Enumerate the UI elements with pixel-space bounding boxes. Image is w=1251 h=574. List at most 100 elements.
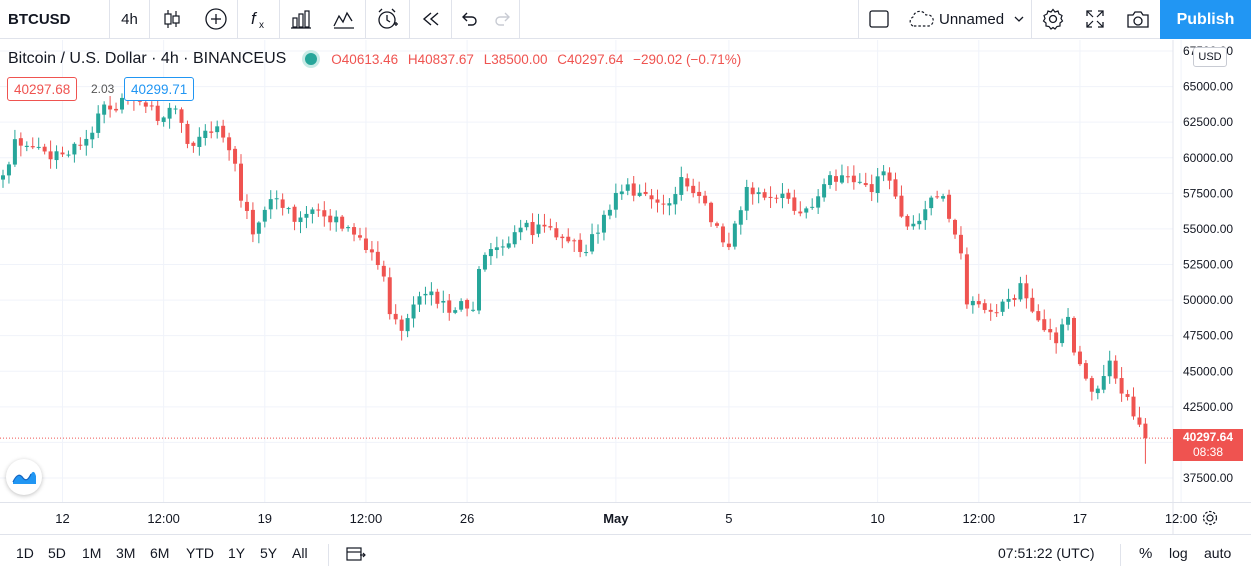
candle-body bbox=[720, 226, 725, 243]
candle-body bbox=[726, 243, 731, 248]
candle-body bbox=[417, 296, 422, 305]
range-3m[interactable]: 3M bbox=[116, 545, 136, 561]
candle-body bbox=[1077, 351, 1082, 365]
candle-body bbox=[857, 181, 862, 183]
time-tick-label: 12:00 bbox=[963, 511, 996, 526]
candle-body bbox=[239, 163, 243, 201]
candle-body bbox=[911, 223, 916, 227]
templates-button[interactable] bbox=[322, 0, 366, 38]
undo-button[interactable] bbox=[452, 0, 486, 38]
auto-toggle[interactable]: auto bbox=[1204, 545, 1232, 561]
candle-body bbox=[280, 199, 285, 208]
candle-body bbox=[66, 154, 71, 156]
settings-button[interactable] bbox=[1032, 0, 1074, 38]
range-5y[interactable]: 5Y bbox=[260, 545, 278, 561]
candle-body bbox=[798, 211, 803, 214]
candle-body bbox=[982, 303, 987, 310]
candle-body bbox=[488, 249, 493, 257]
range-5d[interactable]: 5D bbox=[48, 545, 66, 561]
candle-body bbox=[673, 194, 678, 205]
fullscreen-button[interactable] bbox=[1074, 0, 1116, 38]
candle-body bbox=[804, 208, 809, 213]
market-status-dot[interactable] bbox=[305, 53, 318, 65]
candle-body bbox=[482, 254, 487, 270]
ohlc-close: C40297.64 bbox=[557, 51, 624, 67]
candle-body bbox=[768, 196, 773, 198]
candle-body bbox=[256, 222, 261, 234]
candle-body bbox=[60, 152, 65, 155]
symbol-search-button[interactable]: BTCUSD bbox=[0, 0, 110, 38]
candle-body bbox=[381, 265, 386, 277]
layout-name-label: Unnamed bbox=[939, 10, 1005, 28]
candle-body bbox=[435, 291, 440, 304]
candle-body bbox=[679, 177, 684, 195]
candle-body bbox=[155, 105, 160, 121]
symbol-title[interactable]: Bitcoin / U.S. Dollar · 4h · BINANCEUS bbox=[8, 50, 287, 67]
candle-body bbox=[304, 213, 309, 218]
candle-body bbox=[96, 113, 101, 133]
candle-body bbox=[24, 145, 29, 147]
candle-body bbox=[935, 196, 940, 198]
tradingview-logo[interactable] bbox=[6, 459, 42, 495]
range-1y[interactable]: 1Y bbox=[228, 545, 246, 561]
interval-button[interactable]: 4h bbox=[110, 0, 150, 38]
log-toggle[interactable]: log bbox=[1169, 545, 1188, 561]
candle-body bbox=[363, 238, 368, 251]
candle-body bbox=[250, 209, 255, 235]
price-tick-label: 47500.00 bbox=[1183, 329, 1233, 343]
range-1d[interactable]: 1D bbox=[16, 545, 34, 561]
layout-name-dropdown[interactable]: Unnamed bbox=[898, 0, 1032, 38]
last-price-tag: 40297.64 08:38 bbox=[1173, 429, 1243, 462]
percent-toggle[interactable]: % bbox=[1139, 545, 1153, 562]
candle-body bbox=[197, 136, 202, 147]
candle-body bbox=[268, 199, 273, 210]
candle-body bbox=[316, 209, 321, 211]
candle-body bbox=[738, 210, 743, 225]
time-axis: 12 12:00 19 12:00 26 May 5 10 12:00 17 12:00 bbox=[0, 502, 1251, 526]
redo-button[interactable] bbox=[486, 0, 520, 38]
candle-body bbox=[524, 222, 529, 228]
candle-body bbox=[54, 151, 59, 161]
candle-body bbox=[340, 216, 345, 229]
time-tick-label: 12:00 bbox=[1165, 511, 1198, 526]
publish-button[interactable]: Publish bbox=[1160, 0, 1251, 39]
alert-button[interactable] bbox=[366, 0, 410, 38]
candle-body bbox=[411, 304, 416, 319]
chart-grid bbox=[0, 40, 1182, 502]
sell-button[interactable]: 40297.68 bbox=[7, 77, 78, 101]
candle-body bbox=[976, 301, 981, 305]
candle-body bbox=[887, 172, 892, 181]
divider bbox=[1120, 544, 1121, 566]
price-chart[interactable]: 37500.0040000.0042500.0045000.0047500.00… bbox=[0, 0, 1251, 534]
candle-body bbox=[1125, 394, 1130, 397]
alarm-clock-icon bbox=[377, 8, 398, 29]
candle-body bbox=[72, 143, 77, 155]
candle-body bbox=[221, 125, 226, 138]
candle-body bbox=[500, 246, 505, 248]
financials-button[interactable] bbox=[280, 0, 322, 38]
snapshot-button[interactable] bbox=[1116, 0, 1160, 38]
replay-button[interactable] bbox=[410, 0, 452, 38]
indicators-button[interactable]: f x bbox=[238, 0, 280, 38]
rewind-icon bbox=[422, 12, 438, 26]
candle-body bbox=[1006, 298, 1011, 302]
buy-button[interactable]: 40299.71 bbox=[124, 77, 195, 101]
goto-date-button[interactable] bbox=[345, 544, 367, 569]
compare-button[interactable] bbox=[194, 0, 238, 38]
range-all[interactable]: All bbox=[292, 545, 308, 561]
range-6m[interactable]: 6M bbox=[150, 545, 170, 561]
candle-body bbox=[619, 191, 624, 195]
candle-body bbox=[536, 224, 541, 234]
fullscreen-layout-button[interactable] bbox=[858, 0, 898, 38]
chart-type-button[interactable] bbox=[150, 0, 194, 38]
currency-label[interactable]: USD bbox=[1193, 47, 1227, 67]
range-ytd[interactable]: YTD bbox=[186, 545, 214, 561]
price-tick-label: 62500.00 bbox=[1183, 115, 1233, 129]
clock-timezone[interactable]: 07:51:22 (UTC) bbox=[998, 545, 1095, 561]
candle-body bbox=[816, 196, 821, 208]
range-1m[interactable]: 1M bbox=[82, 545, 102, 561]
candle-body bbox=[465, 299, 470, 309]
undo-icon bbox=[462, 12, 477, 26]
candle-body bbox=[90, 132, 95, 140]
candle-body bbox=[1, 175, 5, 180]
